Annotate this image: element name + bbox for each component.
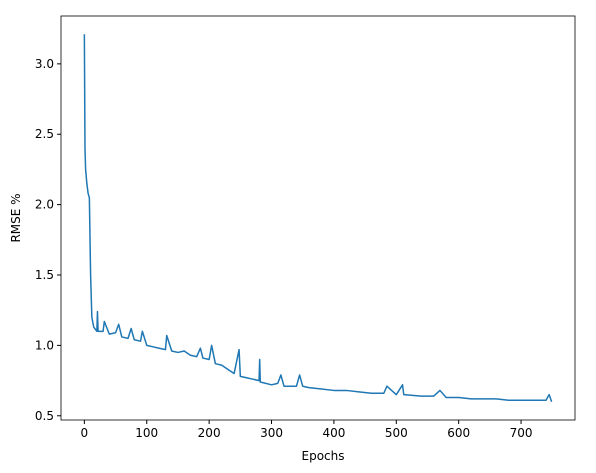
y-tick-label: 3.0 — [35, 57, 54, 71]
y-tick-label: 2.0 — [35, 198, 54, 212]
x-tick-label: 200 — [198, 426, 221, 440]
x-tick-label: 300 — [260, 426, 283, 440]
x-tick-label: 400 — [322, 426, 345, 440]
y-tick-label: 0.5 — [35, 409, 54, 423]
plot-frame — [60, 15, 576, 421]
x-tick-label: 700 — [510, 426, 533, 440]
y-tick-label: 1.5 — [35, 268, 54, 282]
y-axis-label: RMSE % — [9, 193, 23, 242]
x-tick-label: 0 — [81, 426, 89, 440]
y-tick-label: 2.5 — [35, 127, 54, 141]
x-axis-label: Epochs — [302, 449, 345, 463]
line — [83, 34, 553, 402]
x-tick-label: 100 — [135, 426, 158, 440]
y-tick-label: 1.0 — [35, 338, 54, 352]
x-tick-label: 500 — [385, 426, 408, 440]
x-tick-label: 600 — [447, 426, 470, 440]
